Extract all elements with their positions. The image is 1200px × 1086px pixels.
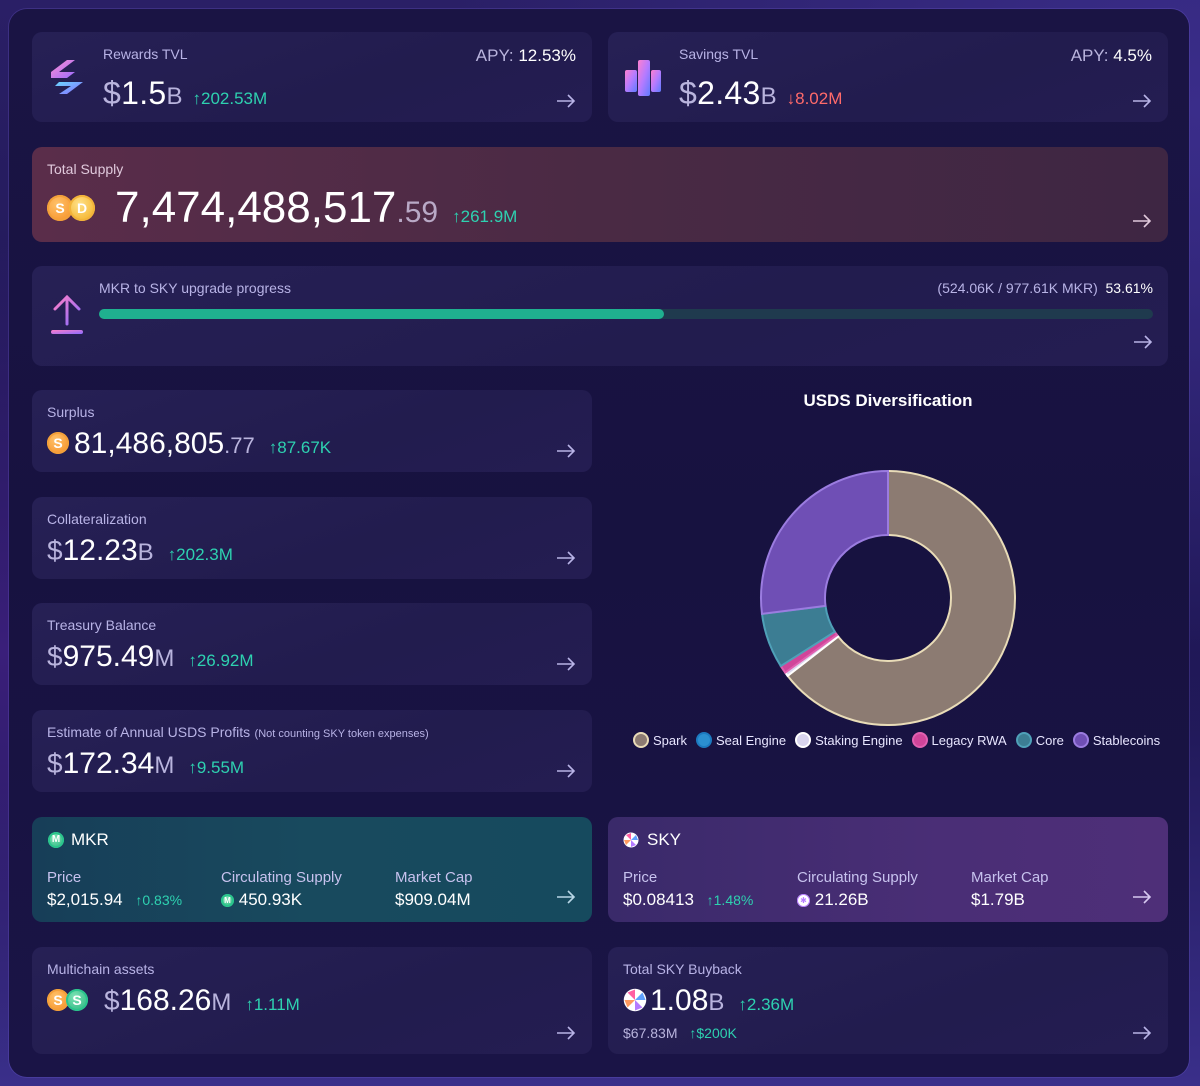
arrow-right-icon[interactable] (1132, 94, 1152, 108)
donut-slice-spark[interactable] (786, 469, 1016, 726)
treasury-card[interactable]: Treasury Balance $975.49M ↑26.92M (32, 603, 592, 685)
savings-logo-icon (625, 60, 661, 96)
chart-legend: Spark Seal Engine Staking Engine Legacy RWA… (633, 732, 1160, 748)
legend-swatch (633, 732, 649, 748)
savings-tvl-label: Savings TVL (679, 46, 759, 62)
collateralization-card[interactable]: Collateralization $12.23B ↑202.3M (32, 497, 592, 579)
mkr-card[interactable]: M MKR Price $2,015.94 ↑0.83% Circulating… (32, 817, 592, 922)
savings-apy: APY: 4.5% (1070, 46, 1152, 65)
arrow-right-icon[interactable] (556, 444, 576, 458)
mkr-market-cap: Market Cap $909.04M (395, 869, 473, 909)
profits-delta: ↑9.55M (188, 758, 245, 777)
legend-swatch (695, 732, 712, 748)
collateralization-delta: ↑202.3M (167, 545, 233, 564)
arrow-right-icon[interactable] (1133, 335, 1153, 349)
legend-item-stablecoins[interactable]: Stablecoins (1072, 732, 1161, 748)
surplus-delta: ↑87.67K (268, 438, 332, 457)
rewards-tvl-value: $1.5B ↑202.53M (103, 75, 268, 111)
sky-logo-icon (623, 988, 647, 1012)
usds-dai-coins-icon: S D (47, 195, 99, 223)
profits-value: $172.34M ↑9.55M (47, 747, 245, 780)
legend-swatch (1072, 732, 1089, 748)
upgrade-progress-bar (99, 309, 1153, 319)
legend-item-seal-engine[interactable]: Seal Engine (695, 732, 787, 748)
arrow-right-icon[interactable] (556, 764, 576, 778)
buyback-value: 1.08B ↑2.36M (650, 984, 795, 1017)
treasury-value: $975.49M ↑26.92M (47, 640, 254, 673)
arrow-right-icon[interactable] (556, 657, 576, 671)
multichain-coins-icon: S S (47, 989, 93, 1013)
arrow-right-icon[interactable] (1132, 214, 1152, 228)
multichain-label: Multichain assets (47, 961, 155, 977)
usds-coin-icon: S (47, 432, 69, 454)
surplus-card[interactable]: Surplus S 81,486,805.77 ↑87.67K (32, 390, 592, 472)
mkr-title: MKR (71, 830, 109, 849)
multichain-delta: ↑1.11M (245, 995, 300, 1014)
arrow-right-icon[interactable] (556, 551, 576, 565)
treasury-label: Treasury Balance (47, 617, 157, 633)
rewards-logo-icon (51, 60, 83, 94)
profits-label: Estimate of Annual USDS Profits (Not cou… (47, 724, 429, 740)
savings-tvl-value: $2.43B ↓8.02M (679, 75, 843, 111)
legend-label: Spark (653, 732, 687, 748)
savings-tvl-card[interactable]: Savings TVL APY: 4.5% $2.43B ↓8.02M (608, 32, 1168, 122)
legend-label: Staking Engine (815, 732, 903, 748)
sky-logo-icon (623, 832, 639, 848)
arrow-right-icon[interactable] (1132, 1026, 1152, 1040)
sky-circulating-supply: Circulating Supply ✱ 21.26B (797, 869, 918, 909)
upgrade-progress-label: MKR to SKY upgrade progress (99, 280, 291, 296)
donut-slice-stablecoins[interactable] (760, 469, 889, 616)
arrow-right-icon[interactable] (556, 890, 576, 904)
legend-item-legacy-rwa[interactable]: Legacy RWA (911, 732, 1007, 748)
multichain-value: $168.26M ↑1.11M (104, 984, 300, 1017)
legend-swatch (795, 732, 812, 748)
legend-item-spark[interactable]: Spark (633, 732, 687, 748)
upgrade-progress-detail: (524.06K / 977.61K MKR) 53.61% (937, 280, 1153, 296)
usds-diversification-donut-chart (760, 469, 1016, 726)
total-supply-card[interactable]: Total Supply S D 7,474,488,517.59 ↑261.9M (32, 147, 1168, 242)
mkr-logo-icon: M (48, 832, 64, 848)
buyback-delta: ↑2.36M (738, 995, 795, 1014)
legend-item-core[interactable]: Core (1015, 732, 1064, 748)
profits-card[interactable]: Estimate of Annual USDS Profits (Not cou… (32, 710, 592, 792)
total-supply-value: 7,474,488,517.59 ↑261.9M (115, 183, 518, 232)
collateralization-label: Collateralization (47, 511, 147, 527)
legend-label: Legacy RWA (931, 732, 1007, 748)
upgrade-progress-fill (99, 309, 665, 319)
total-supply-delta: ↑261.9M (452, 207, 518, 226)
buyback-card[interactable]: Total SKY Buyback 1.08B ↑2.36M $67.83M ↑$… (608, 947, 1168, 1054)
savings-tvl-delta: ↓8.02M (786, 89, 843, 108)
chart-title: USDS Diversification (803, 391, 973, 410)
rewards-apy: APY: 12.53% (475, 46, 576, 65)
legend-swatch (1015, 732, 1032, 748)
arrow-right-icon[interactable] (556, 1026, 576, 1040)
rewards-tvl-label: Rewards TVL (103, 46, 188, 62)
upload-arrow-icon (51, 294, 83, 334)
arrow-right-icon[interactable] (556, 94, 576, 108)
sky-card[interactable]: SKY Price $0.08413 ↑1.48% Circulating Su… (608, 817, 1168, 922)
buyback-label: Total SKY Buyback (623, 961, 742, 977)
legend-swatch (911, 732, 928, 748)
buyback-usd: $67.83M ↑$200K (623, 1025, 737, 1041)
legend-label: Seal Engine (715, 732, 787, 748)
surplus-value: 81,486,805.77 ↑87.67K (74, 427, 332, 460)
mkr-price: Price $2,015.94 ↑0.83% (47, 869, 183, 909)
legend-label: Core (1035, 732, 1064, 748)
sky-price: Price $0.08413 ↑1.48% (623, 869, 754, 909)
sky-title: SKY (647, 830, 682, 849)
legend-item-staking-engine[interactable]: Staking Engine (795, 732, 903, 748)
rewards-tvl-delta: ↑202.53M (192, 89, 268, 108)
treasury-delta: ↑26.92M (188, 651, 254, 670)
multichain-card[interactable]: Multichain assets S S $168.26M ↑1.11M (32, 947, 592, 1054)
sky-market-cap: Market Cap $1.79B (971, 869, 1049, 909)
arrow-right-icon[interactable] (1132, 890, 1152, 904)
collateralization-value: $12.23B ↑202.3M (47, 534, 233, 567)
rewards-tvl-card[interactable]: Rewards TVL APY: 12.53% $1.5B ↑202.53M (32, 32, 592, 122)
surplus-label: Surplus (47, 404, 95, 420)
mkr-circulating-supply: Circulating Supply M 450.93K (221, 869, 342, 909)
total-supply-label: Total Supply (47, 161, 124, 177)
legend-label: Stablecoins (1092, 732, 1161, 748)
